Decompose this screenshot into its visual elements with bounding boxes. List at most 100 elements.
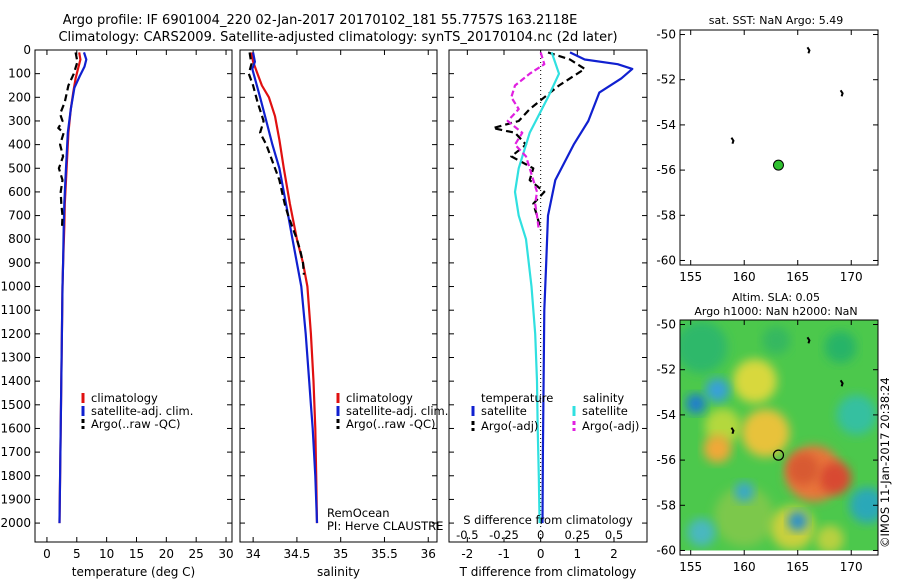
sst-map-ytick-label: -60 xyxy=(656,253,676,267)
temperature-xtick-label: 5 xyxy=(73,547,81,561)
island-coastline xyxy=(730,137,735,145)
difference-series-salinity-satellite xyxy=(513,52,561,524)
depth-tick-label: 800 xyxy=(8,232,31,246)
sla-anomaly-blob xyxy=(819,462,852,495)
sla-anomaly-blob xyxy=(787,511,808,532)
salinity-annotation-line2: PI: Herve CLAUSTRE xyxy=(327,519,443,533)
salinity-diff-tick-label: -0.5 xyxy=(456,528,478,542)
sst-map-ytick-label: -50 xyxy=(656,28,676,42)
depth-tick-label: 600 xyxy=(8,185,31,199)
difference-series-temperature-argo-adj- xyxy=(491,51,586,231)
salinity-xlabel: salinity xyxy=(317,565,360,579)
sla-map-title-line1: Altim. SLA: 0.05 xyxy=(732,291,820,304)
legend-title-salinity: salinity xyxy=(583,391,624,405)
salinity-xtick-label: 34.5 xyxy=(284,547,311,561)
difference-series-salinity-argo-adj- xyxy=(506,52,546,230)
sst-map-xtick-label: 160 xyxy=(733,270,756,284)
depth-tick-label: 1400 xyxy=(0,374,31,388)
temperature-legend-label: climatology xyxy=(91,391,158,405)
salinity-panel: 34 34.5 35 35.5 36 salinity climatologysatelli… xyxy=(239,49,448,579)
difference-legend-label: Argo(-adj) xyxy=(582,419,639,433)
difference-xtick-label: 0 xyxy=(537,547,545,561)
depth-tick-label: 1900 xyxy=(0,492,31,506)
sla-map-ytick-label: -60 xyxy=(656,543,676,557)
depth-tick-label: 900 xyxy=(8,256,31,270)
temperature-frame xyxy=(34,49,233,543)
sla-anomaly-blob xyxy=(849,487,878,524)
temperature-xtick-label: 0 xyxy=(43,547,51,561)
sst-map-ytick-label: -52 xyxy=(656,73,676,87)
sla-anomaly-blob xyxy=(741,408,790,457)
sla-map-frame xyxy=(679,319,879,556)
salinity-legend-label: climatology xyxy=(346,391,413,405)
sla-map-xtick-label: 165 xyxy=(786,560,809,574)
sst-map-panel: 155 160 165 170 -50 -52 -54 -56 -58 -60 xyxy=(656,28,879,284)
legend-title-temperature: temperature xyxy=(481,391,553,405)
salinity-diff-tick-label: 0.5 xyxy=(605,528,623,542)
depth-tick-label: 1700 xyxy=(0,445,31,459)
salinity-annotation-line1: RemOcean xyxy=(327,506,390,520)
temperature-xlabel: temperature (deg C) xyxy=(72,565,195,579)
sla-anomaly-blob xyxy=(836,394,877,435)
figure-title-line1: Argo profile: IF 6901004_220 02-Jan-2017… xyxy=(63,13,578,28)
depth-tick-label: 200 xyxy=(8,90,31,104)
sst-map-xtick-label: 165 xyxy=(786,270,809,284)
salinity-xtick-label: 35 xyxy=(333,547,348,561)
salinity-legend-label: satellite-adj. clim. xyxy=(346,404,448,418)
depth-tick-label: 2000 xyxy=(0,516,31,530)
difference-xlabel: T difference from climatology xyxy=(459,565,637,579)
sst-map-xtick-label: 170 xyxy=(840,270,863,284)
island-coastline xyxy=(806,46,811,54)
salinity-diff-tick-label: 0 xyxy=(537,528,544,542)
difference-series-temperature-satellite xyxy=(541,51,634,524)
sla-anomaly-blob xyxy=(703,434,732,463)
salinity-diff-tick-label: -0.25 xyxy=(489,528,519,542)
difference-xtick-label: 1 xyxy=(574,547,582,561)
sla-map-ytick-label: -52 xyxy=(656,363,676,377)
depth-tick-label: 1600 xyxy=(0,421,31,435)
sla-map-xtick-label: 170 xyxy=(840,560,863,574)
depth-tick-label: 1000 xyxy=(0,280,31,294)
temperature-xtick-label: 15 xyxy=(129,547,144,561)
sla-anomaly-blob xyxy=(705,378,730,403)
salinity-xtick-label: 34 xyxy=(245,547,260,561)
sla-map-ytick-label: -58 xyxy=(656,498,676,512)
figure-title-line2: Climatology: CARS2009. Satellite-adjuste… xyxy=(58,30,617,45)
sla-anomaly-blob xyxy=(734,481,755,502)
sla-anomaly-blob xyxy=(714,486,775,547)
sst-map-xtick-label: 155 xyxy=(679,270,702,284)
depth-tick-label: 400 xyxy=(8,138,31,152)
sla-anomaly-blob xyxy=(824,331,857,364)
difference-xtick-label: -1 xyxy=(498,547,510,561)
sla-map-title-line2: Argo h1000: NaN h2000: NaN xyxy=(694,305,857,318)
sst-map-ytick-label: -56 xyxy=(656,163,676,177)
difference-legend-label: satellite xyxy=(481,404,527,418)
temperature-xtick-label: 10 xyxy=(99,547,114,561)
island-coastline xyxy=(839,379,844,387)
sst-map-title: sat. SST: NaN Argo: 5.49 xyxy=(709,14,843,27)
salinity-series-climatology xyxy=(250,52,319,524)
temperature-legend-label: Argo(..raw -QC) xyxy=(91,417,181,431)
sla-map-xtick-label: 155 xyxy=(679,560,702,574)
salinity-frame xyxy=(239,49,438,543)
depth-tick-label: 100 xyxy=(8,67,31,81)
sst-map-ytick-label: -54 xyxy=(656,118,676,132)
difference-legend-label: Argo(-adj) xyxy=(481,419,538,433)
sla-map-ytick-label: -50 xyxy=(656,318,676,332)
sla-anomaly-blob xyxy=(680,321,728,374)
sla-anomaly-blob xyxy=(687,518,716,547)
difference-xtick-label: 2 xyxy=(610,547,618,561)
salinity-legend-label: Argo(..raw -QC) xyxy=(346,417,436,431)
sla-map-ytick-label: -56 xyxy=(656,453,676,467)
sla-anomaly-blob xyxy=(732,359,777,404)
depth-tick-label: 1200 xyxy=(0,327,31,341)
temperature-panel: 0 5 10 15 20 25 300100200300400500600700800900… xyxy=(0,43,233,579)
sla-field xyxy=(680,320,878,551)
sst-map-ytick-label: -58 xyxy=(656,208,676,222)
temperature-xtick-label: 20 xyxy=(159,547,174,561)
sla-map-panel: 155 160 165 170 -50 -52 -54 -56 -58 -60 xyxy=(656,318,879,574)
temperature-legend-label: satellite-adj. clim. xyxy=(91,404,193,418)
temperature-xtick-label: 25 xyxy=(189,547,204,561)
salinity-xtick-label: 36 xyxy=(421,547,436,561)
